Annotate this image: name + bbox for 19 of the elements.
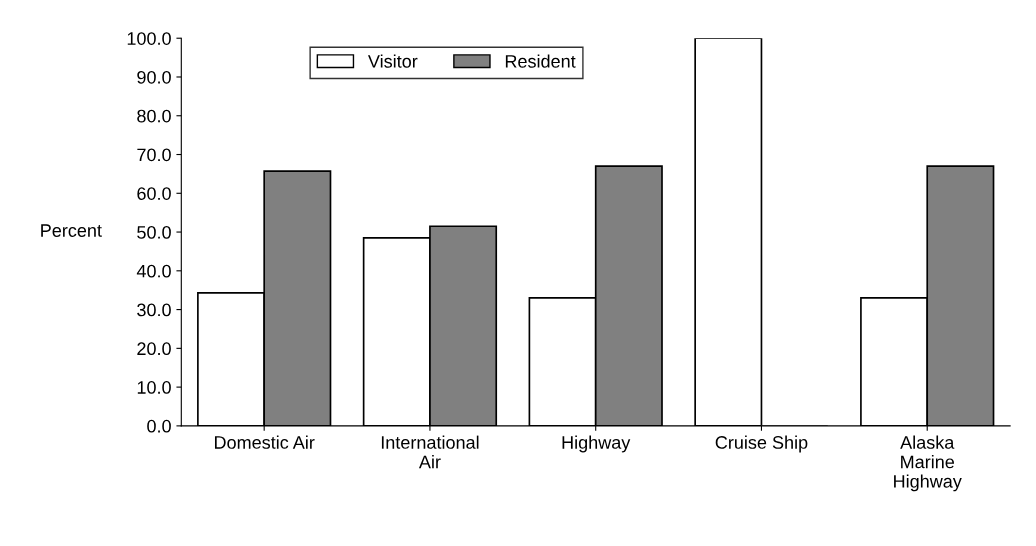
x-tick-label: Highway bbox=[562, 435, 631, 453]
x-tick-label: Alaska Marine Highway bbox=[894, 435, 962, 492]
y-tick-label: 10.0 bbox=[137, 381, 171, 394]
y-tick-label: 90.0 bbox=[137, 70, 171, 84]
y-tick-label: 0.0 bbox=[147, 419, 171, 433]
x-tick-label: Cruise Ship bbox=[715, 435, 808, 453]
legend-label: Resident bbox=[505, 54, 576, 68]
y-tick-label: 100.0 bbox=[127, 32, 171, 45]
y-tick-label: 80.0 bbox=[137, 109, 171, 123]
y-axis-title: Percent bbox=[41, 224, 102, 237]
legend-label: Visitor bbox=[367, 54, 418, 68]
y-tick-label: 50.0 bbox=[137, 225, 171, 239]
y-tick-label: 30.0 bbox=[137, 303, 171, 317]
y-tick-label: 70.0 bbox=[137, 148, 171, 162]
y-tick-label: 40.0 bbox=[136, 264, 171, 278]
y-tick-label: 60.0 bbox=[137, 187, 171, 200]
x-tick-label: Domestic Air bbox=[214, 435, 315, 449]
y-tick-label: 20.0 bbox=[137, 342, 171, 356]
x-tick-label: International Air bbox=[381, 435, 479, 469]
